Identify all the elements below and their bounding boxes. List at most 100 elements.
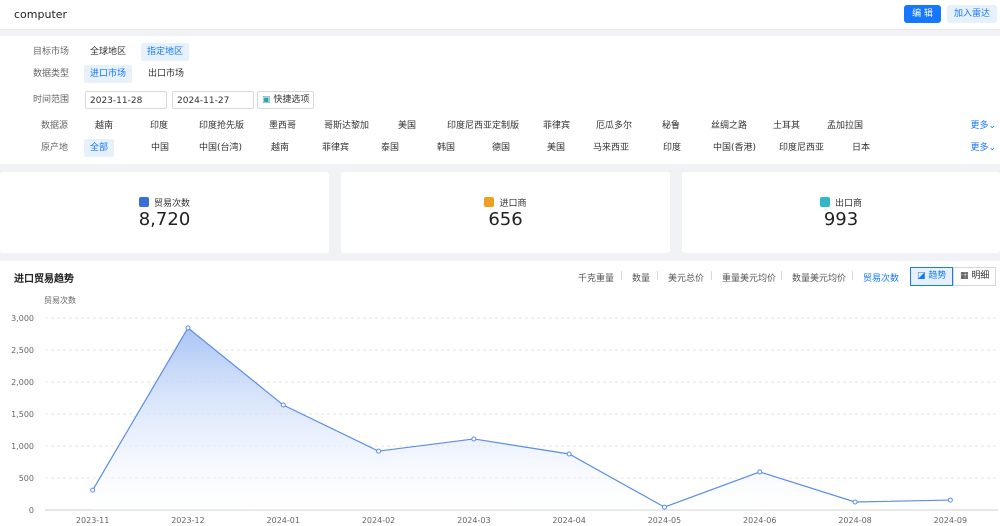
metric-option[interactable]: 数量美元均价 xyxy=(792,274,847,284)
stat-label: 出口商 xyxy=(834,199,862,209)
y-tick-label: 1,500 xyxy=(11,410,34,419)
table-icon: ▦ xyxy=(960,271,972,281)
origin-more-button[interactable]: 更多⌄ xyxy=(970,139,996,157)
y-tick-label: 500 xyxy=(19,474,34,483)
data-point xyxy=(280,402,286,408)
data-source-option[interactable]: 美国 xyxy=(398,121,417,131)
data-source-option[interactable]: 土耳其 xyxy=(773,121,801,131)
y-tick-label: 0 xyxy=(29,506,34,515)
more-label: 更多 xyxy=(970,143,989,153)
tab-trend[interactable]: ◪ 趋势 xyxy=(910,267,954,286)
quick-options-button[interactable]: ▣ 快捷选项 xyxy=(257,91,315,109)
add-radar-button[interactable]: 加入雷达 xyxy=(947,5,997,23)
tab-label: 趋势 xyxy=(928,271,947,281)
origin-option[interactable]: 越南 xyxy=(271,143,290,153)
stat-card-importers: 进口商 656 xyxy=(341,172,670,253)
data-type-label: 数据类型 xyxy=(33,69,70,79)
tab-label: 明细 xyxy=(971,271,990,281)
tab-detail[interactable]: ▦ 明细 xyxy=(953,267,997,286)
quick-options-label: 快捷选项 xyxy=(273,95,310,105)
y-tick-label: 1,000 xyxy=(11,442,34,451)
chevron-down-icon: ⌄ xyxy=(988,143,996,153)
divider: | xyxy=(851,271,855,281)
data-point xyxy=(852,499,858,505)
start-date-input[interactable]: 2023-11-28 xyxy=(85,91,167,109)
origin-option[interactable]: 美国 xyxy=(547,143,566,153)
data-source-option[interactable]: 墨西哥 xyxy=(269,121,297,131)
origin-option[interactable]: 印度 xyxy=(663,143,682,153)
data-point xyxy=(757,469,763,475)
origin-option[interactable]: 德国 xyxy=(492,143,511,153)
x-tick-label: 2024-02 xyxy=(362,516,395,525)
bar-chart-icon xyxy=(138,197,149,207)
y-tick-label: 3,000 xyxy=(11,314,34,323)
trend-panel: 进口贸易趋势 ◪ 趋势 ▦ 明细 贸易次数 0 500 1,000 1,500 2,00… xyxy=(0,261,1000,526)
data-source-option[interactable]: 印度抢先版 xyxy=(199,121,245,131)
metric-option[interactable]: 千克重量 xyxy=(578,274,615,284)
y-tick-label: 2,000 xyxy=(11,378,34,387)
origin-option[interactable]: 印度尼西亚 xyxy=(779,143,825,153)
data-source-option[interactable]: 菲律宾 xyxy=(543,121,571,131)
stat-value: 993 xyxy=(823,209,859,230)
end-date-input[interactable]: 2024-11-27 xyxy=(172,91,254,109)
stat-card-trades: 贸易次数 8,720 xyxy=(0,172,329,253)
data-point xyxy=(471,436,477,442)
line-chart-icon: ◪ xyxy=(917,271,929,281)
data-source-more-button[interactable]: 更多⌄ xyxy=(970,117,996,135)
y-tick-label: 2,500 xyxy=(11,346,34,355)
origin-option[interactable]: 中国(香港) xyxy=(713,143,757,153)
x-tick-label: 2024-05 xyxy=(648,516,681,525)
stat-value: 656 xyxy=(488,209,523,230)
data-point xyxy=(947,497,953,503)
data-source-option[interactable]: 越南 xyxy=(95,121,114,131)
search-keyword: computer xyxy=(14,8,68,21)
origin-option[interactable]: 日本 xyxy=(852,143,871,153)
data-source-option[interactable]: 厄瓜多尔 xyxy=(596,121,633,131)
x-tick-label: 2024-08 xyxy=(838,516,871,525)
data-source-option[interactable]: 印度尼西亚定制版 xyxy=(447,121,520,131)
x-tick-label: 2023-12 xyxy=(171,516,204,525)
x-tick-label: 2024-03 xyxy=(457,516,490,525)
data-source-option[interactable]: 孟加拉国 xyxy=(827,121,864,131)
origin-option[interactable]: 泰国 xyxy=(381,143,400,153)
metric-option[interactable]: 美元总价 xyxy=(668,274,705,284)
data-point xyxy=(185,325,191,331)
option-import[interactable]: 进口市场 xyxy=(84,65,133,83)
data-point xyxy=(661,504,667,510)
metric-option[interactable]: 重量美元均价 xyxy=(722,274,777,284)
trend-title: 进口贸易趋势 xyxy=(14,274,74,285)
option-export[interactable]: 出口市场 xyxy=(148,69,185,79)
data-source-row: 数据源 更多⌄ 越南 印度 印度抢先版 墨西哥 哥斯达黎加 美国 印度尼西亚定制版 菲律宾 厄瓜… xyxy=(0,117,1000,135)
data-source-option[interactable]: 丝绸之路 xyxy=(711,121,748,131)
option-specified[interactable]: 指定地区 xyxy=(141,43,190,61)
trend-chart: 贸易次数 0 500 1,000 1,500 2,000 2,500 3,000 2023-1… xyxy=(11,295,998,525)
metric-option[interactable]: 贸易次数 xyxy=(863,274,900,284)
divider: | xyxy=(780,271,784,281)
data-source-option[interactable]: 印度 xyxy=(150,121,169,131)
option-global[interactable]: 全球地区 xyxy=(90,47,127,57)
data-source-option[interactable]: 秘鲁 xyxy=(662,121,681,131)
origin-option[interactable]: 中国(台湾) xyxy=(199,143,243,153)
divider: | xyxy=(710,271,714,281)
stat-value: 8,720 xyxy=(138,209,191,230)
metric-option[interactable]: 数量 xyxy=(632,274,651,284)
chevron-down-icon: ⌄ xyxy=(988,121,996,131)
origin-option[interactable]: 韩国 xyxy=(437,143,456,153)
divider: | xyxy=(620,271,624,281)
calendar-icon: ▣ xyxy=(262,95,274,105)
data-source-option[interactable]: 哥斯达黎加 xyxy=(324,121,370,131)
target-market-label: 目标市场 xyxy=(33,47,70,57)
origin-option[interactable]: 菲律宾 xyxy=(322,143,350,153)
origin-option[interactable]: 中国 xyxy=(151,143,170,153)
data-source-label: 数据源 xyxy=(41,121,69,131)
origin-row: 原产地 更多⌄ 全部 中国 中国(台湾) 越南 菲律宾 泰国 韩国 德国 美国 马来西亚 印度 中国(… xyxy=(0,139,1000,157)
shop-icon xyxy=(819,197,830,207)
time-range-row: 时间范围 2023-11-28 2024-11-27 ▣ 快捷选项 xyxy=(0,91,1000,109)
x-tick-label: 2024-09 xyxy=(934,516,967,525)
edit-button[interactable]: 编 辑 xyxy=(904,5,941,23)
area-fill xyxy=(92,327,951,510)
more-label: 更多 xyxy=(970,121,989,131)
data-point xyxy=(90,487,96,493)
origin-option[interactable]: 马来西亚 xyxy=(593,143,630,153)
origin-option[interactable]: 全部 xyxy=(84,139,115,157)
